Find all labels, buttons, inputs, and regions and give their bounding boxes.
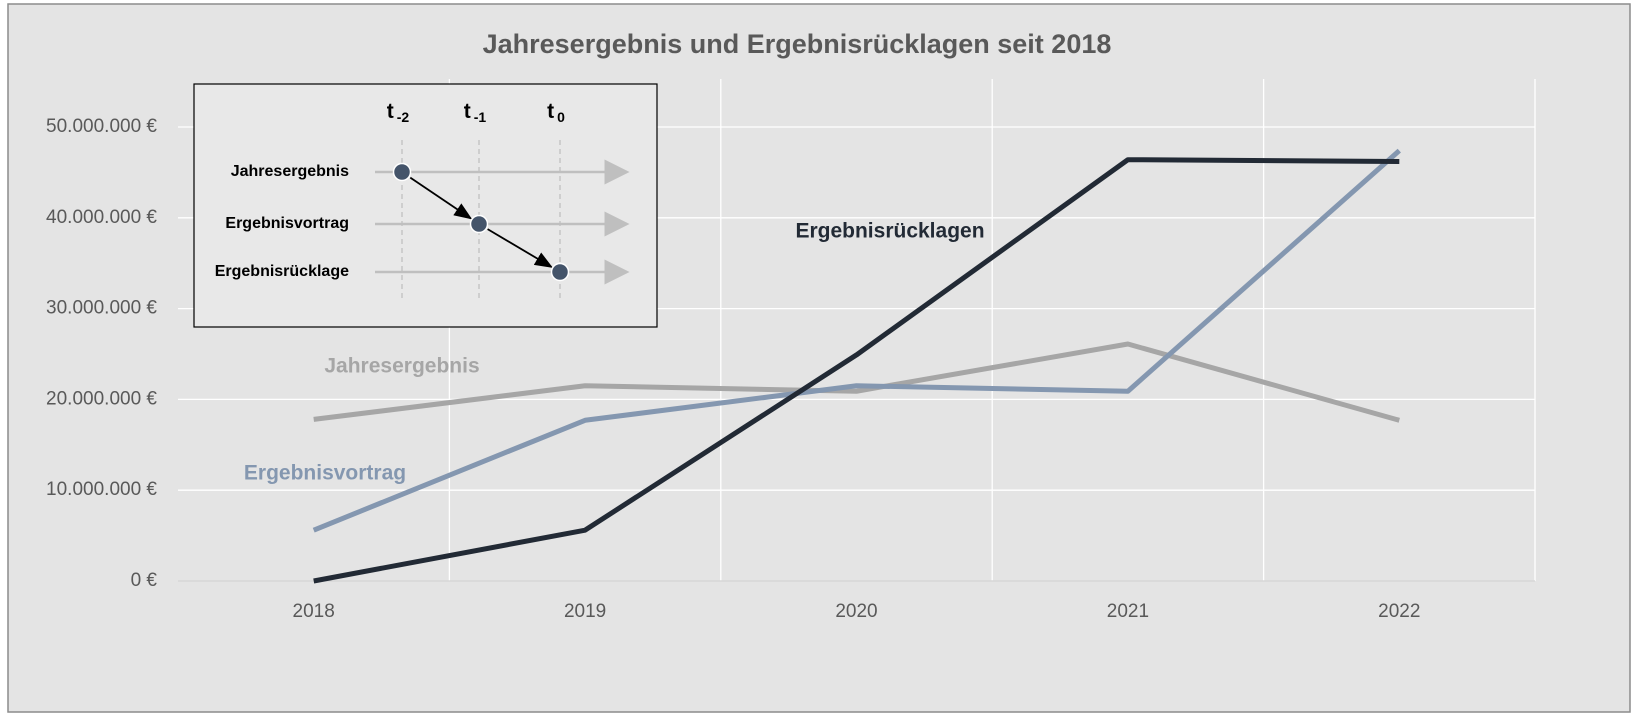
inset-column-base: t (387, 100, 394, 123)
inset-row-label: Ergebnisvortrag (225, 215, 349, 232)
inset-box (193, 83, 658, 328)
inset-column-sub: 0 (557, 109, 565, 125)
inset-column-label: t -2 (387, 100, 410, 125)
x-tick-label: 2020 (835, 601, 877, 622)
series-label: Ergebnisvortrag (244, 462, 406, 485)
inset: t -2 t -1 t 0JahresergebnisErgebnisvortragErg… (193, 83, 658, 328)
chart-title: Jahresergebnis und Ergebnisrücklagen sei… (483, 29, 1112, 59)
inset-row-label: Jahresergebnis (231, 163, 349, 180)
series-label: Jahresergebnis (324, 355, 479, 378)
inset-column-base: t (547, 100, 554, 123)
inset-column-label: t -1 (464, 100, 487, 125)
series-line (313, 341, 1400, 423)
y-tick-label: 30.000.000 € (46, 298, 157, 319)
inset-dot (550, 262, 570, 282)
y-tick-label: 0 € (131, 570, 158, 591)
x-tick-label: 2022 (1378, 601, 1420, 622)
inset-dot (392, 162, 412, 182)
inset-column-sub: -1 (474, 109, 487, 125)
inset-dot (469, 214, 489, 234)
y-tick-label: 10.000.000 € (46, 479, 157, 500)
series-label: Ergebnisrücklagen (795, 220, 984, 243)
y-tick-label: 50.000.000 € (46, 116, 157, 137)
x-tick-label: 2018 (293, 601, 335, 622)
inset-column-sub: -2 (397, 109, 410, 125)
y-tick-label: 40.000.000 € (46, 207, 157, 228)
y-tick-label: 20.000.000 € (46, 388, 157, 409)
series-line (312, 148, 1401, 533)
inset-row-label: Ergebnisrücklage (215, 263, 349, 280)
x-tick-label: 2019 (564, 601, 606, 622)
series-line (313, 157, 1400, 584)
inset-flow-arrow (487, 228, 553, 268)
x-tick-label: 2021 (1107, 601, 1149, 622)
inset-column-base: t (464, 100, 471, 123)
inset-flow-arrow (409, 176, 473, 220)
